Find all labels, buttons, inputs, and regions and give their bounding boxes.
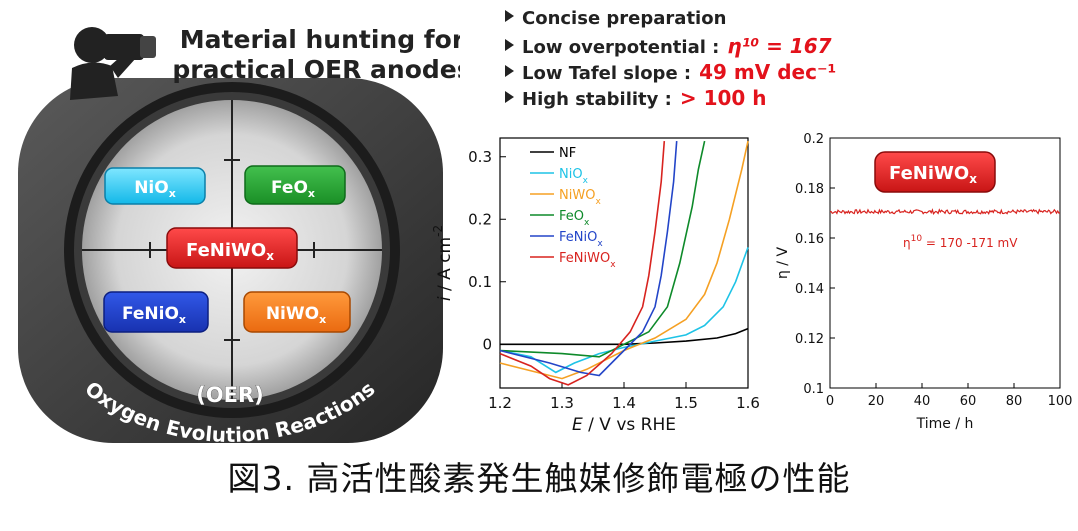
highlight-item: Concise preparation <box>505 8 925 34</box>
highlight-item: High stability : > 100 h <box>505 86 925 112</box>
material-fenio: FeNiOx <box>103 291 209 333</box>
highlight-item: Low Tafel slope : 49 mV dec⁻¹ <box>505 60 925 86</box>
stability-y-label: η / V <box>775 247 791 279</box>
lsv-y-tick-label: 0.3 <box>468 148 492 166</box>
triangle-bullet-icon <box>505 10 514 22</box>
triangle-bullet-icon <box>505 65 514 77</box>
material-feniwo-center: FeNiWOx <box>166 227 298 269</box>
stability-y-tick-label: 0.18 <box>795 182 824 197</box>
oer-arc-text-2: (OER) <box>196 383 264 407</box>
lsv-x-label: E / V vs RHE <box>572 415 676 435</box>
lsv-series-line <box>499 140 706 358</box>
lsv-x-tick-label: 1.2 <box>488 394 512 412</box>
material-nio: NiOx <box>104 167 206 205</box>
feniwo-label: FeNiWO <box>186 240 266 261</box>
feo-label: FeO <box>271 178 308 198</box>
oer-lens-graphic: Material hunting for practical OER anode… <box>18 25 460 447</box>
svg-text:NiWOx: NiWOx <box>266 304 326 326</box>
stability-x-tick-label: 100 <box>1048 394 1073 409</box>
stability-x-tick-label: 80 <box>1006 394 1023 409</box>
highlight-label: Concise preparation <box>522 8 727 29</box>
lsv-y-tick-label: 0 <box>482 335 492 353</box>
lsv-x-tick-label: 1.4 <box>612 394 636 412</box>
lsv-y-label: i / A cm-2 <box>431 225 455 301</box>
graphic-title-line1: Material hunting for <box>180 25 460 54</box>
lsv-y-tick-label: 0.1 <box>468 273 492 291</box>
lsv-series-line <box>500 327 749 346</box>
lsv-legend-label: NiWOx <box>559 188 601 207</box>
triangle-bullet-icon <box>505 91 514 103</box>
lsv-legend-label: NF <box>559 146 576 161</box>
nio-sub: x <box>169 187 176 200</box>
nio-label: NiO <box>134 178 169 198</box>
highlight-value: 49 mV dec⁻¹ <box>699 60 837 84</box>
lsv-legend-label: FeNiWOx <box>559 251 616 270</box>
feniwo-sub: x <box>266 249 274 263</box>
svg-text:FeNiWOx: FeNiWOx <box>889 163 977 186</box>
stability-x-label: Time / h <box>916 416 974 432</box>
lsv-series-line <box>499 140 749 380</box>
niwo-label: NiWO <box>266 304 319 324</box>
lsv-y-tick-label: 0.2 <box>468 210 492 228</box>
highlight-label: High stability : <box>522 89 672 110</box>
material-niwo: NiWOx <box>243 291 351 333</box>
fenio-label: FeNiO <box>122 304 179 324</box>
stability-x-tick-label: 60 <box>960 394 977 409</box>
lsv-series-line <box>499 247 749 374</box>
badge-sub: x <box>969 172 977 186</box>
lsv-legend-label: NiOx <box>559 167 589 186</box>
lsv-legend-label: FeOx <box>559 209 590 228</box>
fenio-sub: x <box>179 313 186 326</box>
stability-x-tick-label: 40 <box>914 394 931 409</box>
svg-text:FeNiWOx: FeNiWOx <box>186 240 274 263</box>
feo-sub: x <box>308 187 315 200</box>
feniwo-badge: FeNiWOx <box>874 151 996 193</box>
stability-series-line <box>829 208 1061 216</box>
photographer-icon <box>70 27 156 100</box>
stability-x-tick-label: 0 <box>826 394 834 409</box>
stability-x-tick-label: 20 <box>868 394 885 409</box>
highlight-item: Low overpotential : η¹⁰ = 167 <box>505 34 925 60</box>
highlights-list: Concise preparation Low overpotential : η… <box>505 8 925 112</box>
badge-label: FeNiWO <box>889 163 969 184</box>
stability-chart: 0 20 40 60 80 100 0.1 0.12 0.14 0.16 0.18 0.2 FeNiW… <box>775 132 1073 432</box>
niwo-sub: x <box>319 313 326 326</box>
svg-text:FeNiOx: FeNiOx <box>122 304 186 326</box>
figure-caption: 図3. 高活性酸素発生触媒修飾電極の性能 <box>227 459 851 498</box>
stability-y-tick-label: 0.14 <box>795 282 824 297</box>
eta-annotation: η10 = 170 -171 mV <box>903 234 1018 250</box>
svg-text:NiOx: NiOx <box>134 178 176 200</box>
lsv-chart: 1.2 1.3 1.4 1.5 1.6 0 0.1 0.2 0.3 NF NiOx NiWOx FeO… <box>431 137 760 435</box>
lsv-x-tick-label: 1.5 <box>674 394 698 412</box>
lsv-series-line <box>499 141 678 377</box>
lsv-series-line <box>499 141 666 386</box>
highlight-value: η¹⁰ = 167 <box>727 34 832 58</box>
lsv-legend-label: FeNiOx <box>559 230 603 249</box>
stability-y-tick-label: 0.2 <box>803 132 824 147</box>
lsv-x-tick-label: 1.3 <box>550 394 574 412</box>
material-feo: FeOx <box>244 165 346 205</box>
highlight-value: > 100 h <box>679 86 767 110</box>
lsv-x-tick-label: 1.6 <box>736 394 760 412</box>
stability-plot-area <box>829 137 1061 389</box>
svg-text:FeOx: FeOx <box>271 178 315 200</box>
stability-y-tick-label: 0.1 <box>803 382 824 397</box>
highlight-label: Low overpotential : <box>522 37 720 58</box>
graphic-title-line2: practical OER anodes <box>172 55 460 84</box>
triangle-bullet-icon <box>505 39 514 51</box>
stability-y-tick-label: 0.12 <box>795 332 824 347</box>
stability-y-tick-label: 0.16 <box>795 232 824 247</box>
highlight-label: Low Tafel slope : <box>522 63 692 84</box>
